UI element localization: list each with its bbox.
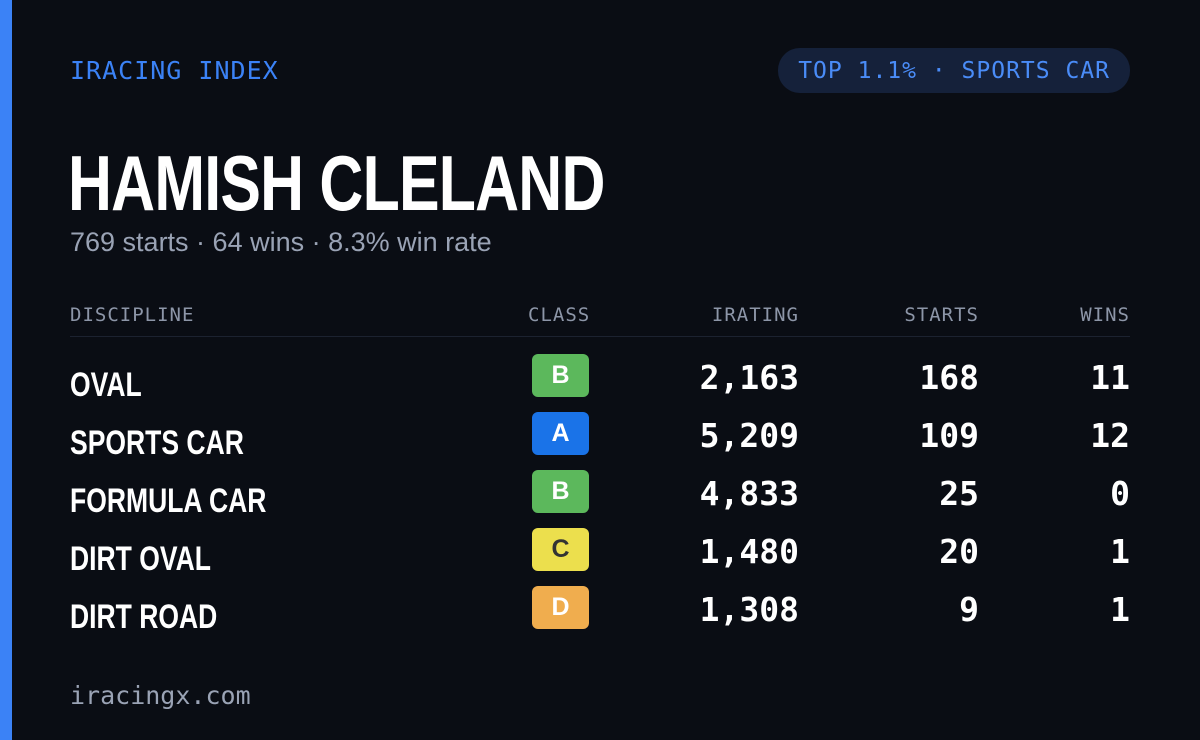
wins-value: 1	[1110, 532, 1130, 571]
discipline-name: FORMULA CAR	[70, 482, 267, 520]
class-badge: A	[532, 412, 589, 455]
table-row: FORMULA CAR B 4,833 25 0	[70, 470, 1130, 528]
accent-bar	[0, 0, 12, 740]
driver-name: HAMISH CLELAND	[68, 139, 605, 227]
wins-value: 1	[1110, 590, 1130, 629]
irating-value: 4,833	[699, 474, 799, 513]
table-header: DISCIPLINE CLASS IRATING STARTS WINS	[70, 296, 1130, 337]
starts-value: 168	[919, 358, 979, 397]
class-badge: B	[532, 470, 589, 513]
wins-value: 11	[1090, 358, 1130, 397]
irating-value: 5,209	[699, 416, 799, 455]
header-irating: IRATING	[711, 304, 799, 326]
starts-value: 109	[919, 416, 979, 455]
irating-value: 2,163	[699, 358, 799, 397]
table-row: DIRT OVAL C 1,480 20 1	[70, 528, 1130, 586]
class-badge: B	[532, 354, 589, 397]
discipline-name: SPORTS CAR	[70, 424, 244, 462]
rank-badge-label: TOP 1.1% · SPORTS CAR	[798, 57, 1110, 84]
brand-label: IRACING INDEX	[70, 56, 279, 85]
driver-summary: 769 starts · 64 wins · 8.3% win rate	[70, 227, 492, 257]
header-class: CLASS	[528, 304, 591, 326]
irating-value: 1,480	[699, 532, 799, 571]
discipline-name: OVAL	[70, 366, 142, 404]
stats-table: DISCIPLINE CLASS IRATING STARTS WINS OVA…	[70, 296, 1130, 644]
header-starts: STARTS	[904, 304, 979, 326]
starts-value: 20	[939, 532, 979, 571]
class-badge: C	[532, 528, 589, 571]
table-body: OVAL B 2,163 168 11 SPORTS CAR A 5,209 1…	[70, 337, 1130, 644]
starts-value: 25	[939, 474, 979, 513]
rank-badge: TOP 1.1% · SPORTS CAR	[778, 48, 1130, 93]
starts-value: 9	[959, 590, 979, 629]
irating-value: 1,308	[699, 590, 799, 629]
wins-value: 0	[1110, 474, 1130, 513]
discipline-name: DIRT OVAL	[70, 540, 211, 578]
discipline-name: DIRT ROAD	[70, 598, 218, 636]
header-wins: WINS	[1080, 304, 1130, 326]
table-row: OVAL B 2,163 168 11	[70, 354, 1130, 412]
table-row: SPORTS CAR A 5,209 109 12	[70, 412, 1130, 470]
table-row: DIRT ROAD D 1,308 9 1	[70, 586, 1130, 644]
class-badge: D	[532, 586, 589, 629]
site-link[interactable]: iracingx.com	[70, 681, 251, 710]
header-discipline: DISCIPLINE	[70, 304, 195, 326]
wins-value: 12	[1090, 416, 1130, 455]
